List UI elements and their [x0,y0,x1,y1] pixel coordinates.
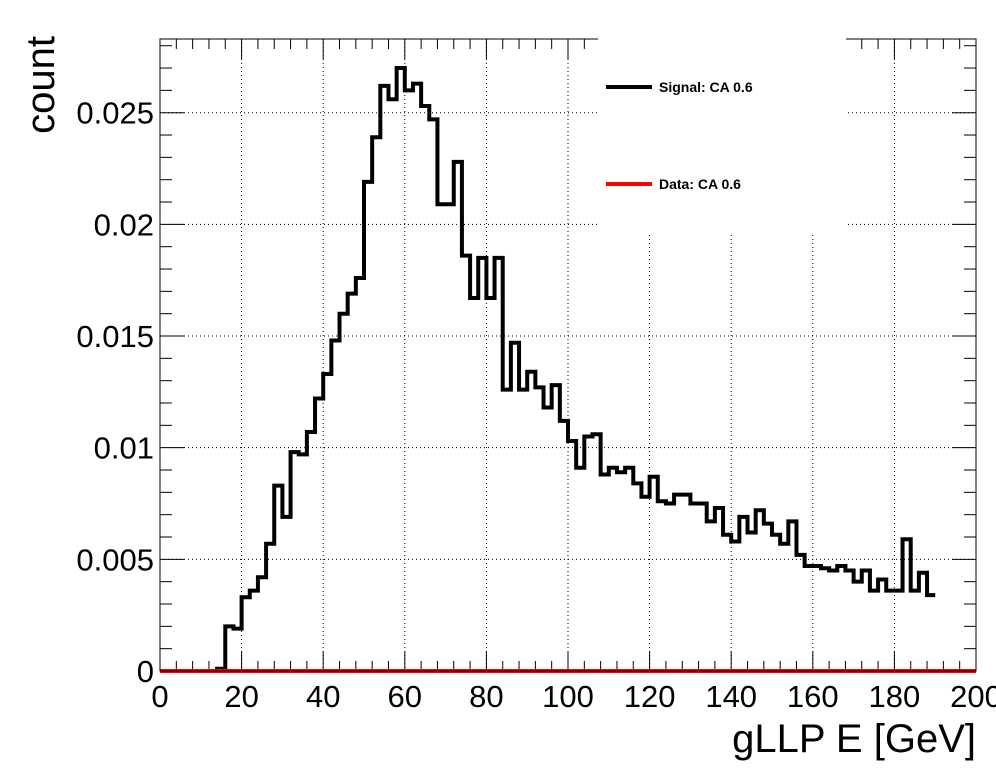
x-tick-label: 0 [151,679,168,714]
legend-box [598,36,846,232]
x-tick-label: 40 [306,679,340,714]
y-tick-label: 0.015 [76,319,154,354]
legend-label-signal: Signal: CA 0.6 [659,79,753,95]
series-signal-step-line [160,66,936,673]
x-tick-label: 120 [624,679,676,714]
x-tick-labels: 0 20 40 60 80 100 120 140 160 180 200 [151,679,996,714]
x-axis-title: gLLP E [GeV] [732,717,976,761]
x-tick-label: 60 [388,679,422,714]
y-tick-label: 0.02 [94,207,154,242]
legend-label-data: Data: CA 0.6 [659,176,741,192]
x-tick-label: 180 [869,679,921,714]
legend: Signal: CA 0.6 Data: CA 0.6 [598,36,846,232]
y-tick-label: 0.025 [76,96,154,131]
y-axis-title: count [19,36,63,134]
x-tick-label: 80 [469,679,503,714]
x-tick-label: 140 [705,679,757,714]
y-tick-label: 0 [137,654,154,689]
x-tick-label: 200 [950,679,996,714]
y-tick-label: 0.01 [94,431,154,466]
x-tick-label: 100 [542,679,594,714]
y-tick-label: 0.005 [76,542,154,577]
x-tick-label: 160 [787,679,839,714]
plot-frame [159,38,977,672]
x-tick-label: 20 [224,679,258,714]
y-tick-labels: 0 0.005 0.01 0.015 0.02 0.025 [76,96,154,689]
